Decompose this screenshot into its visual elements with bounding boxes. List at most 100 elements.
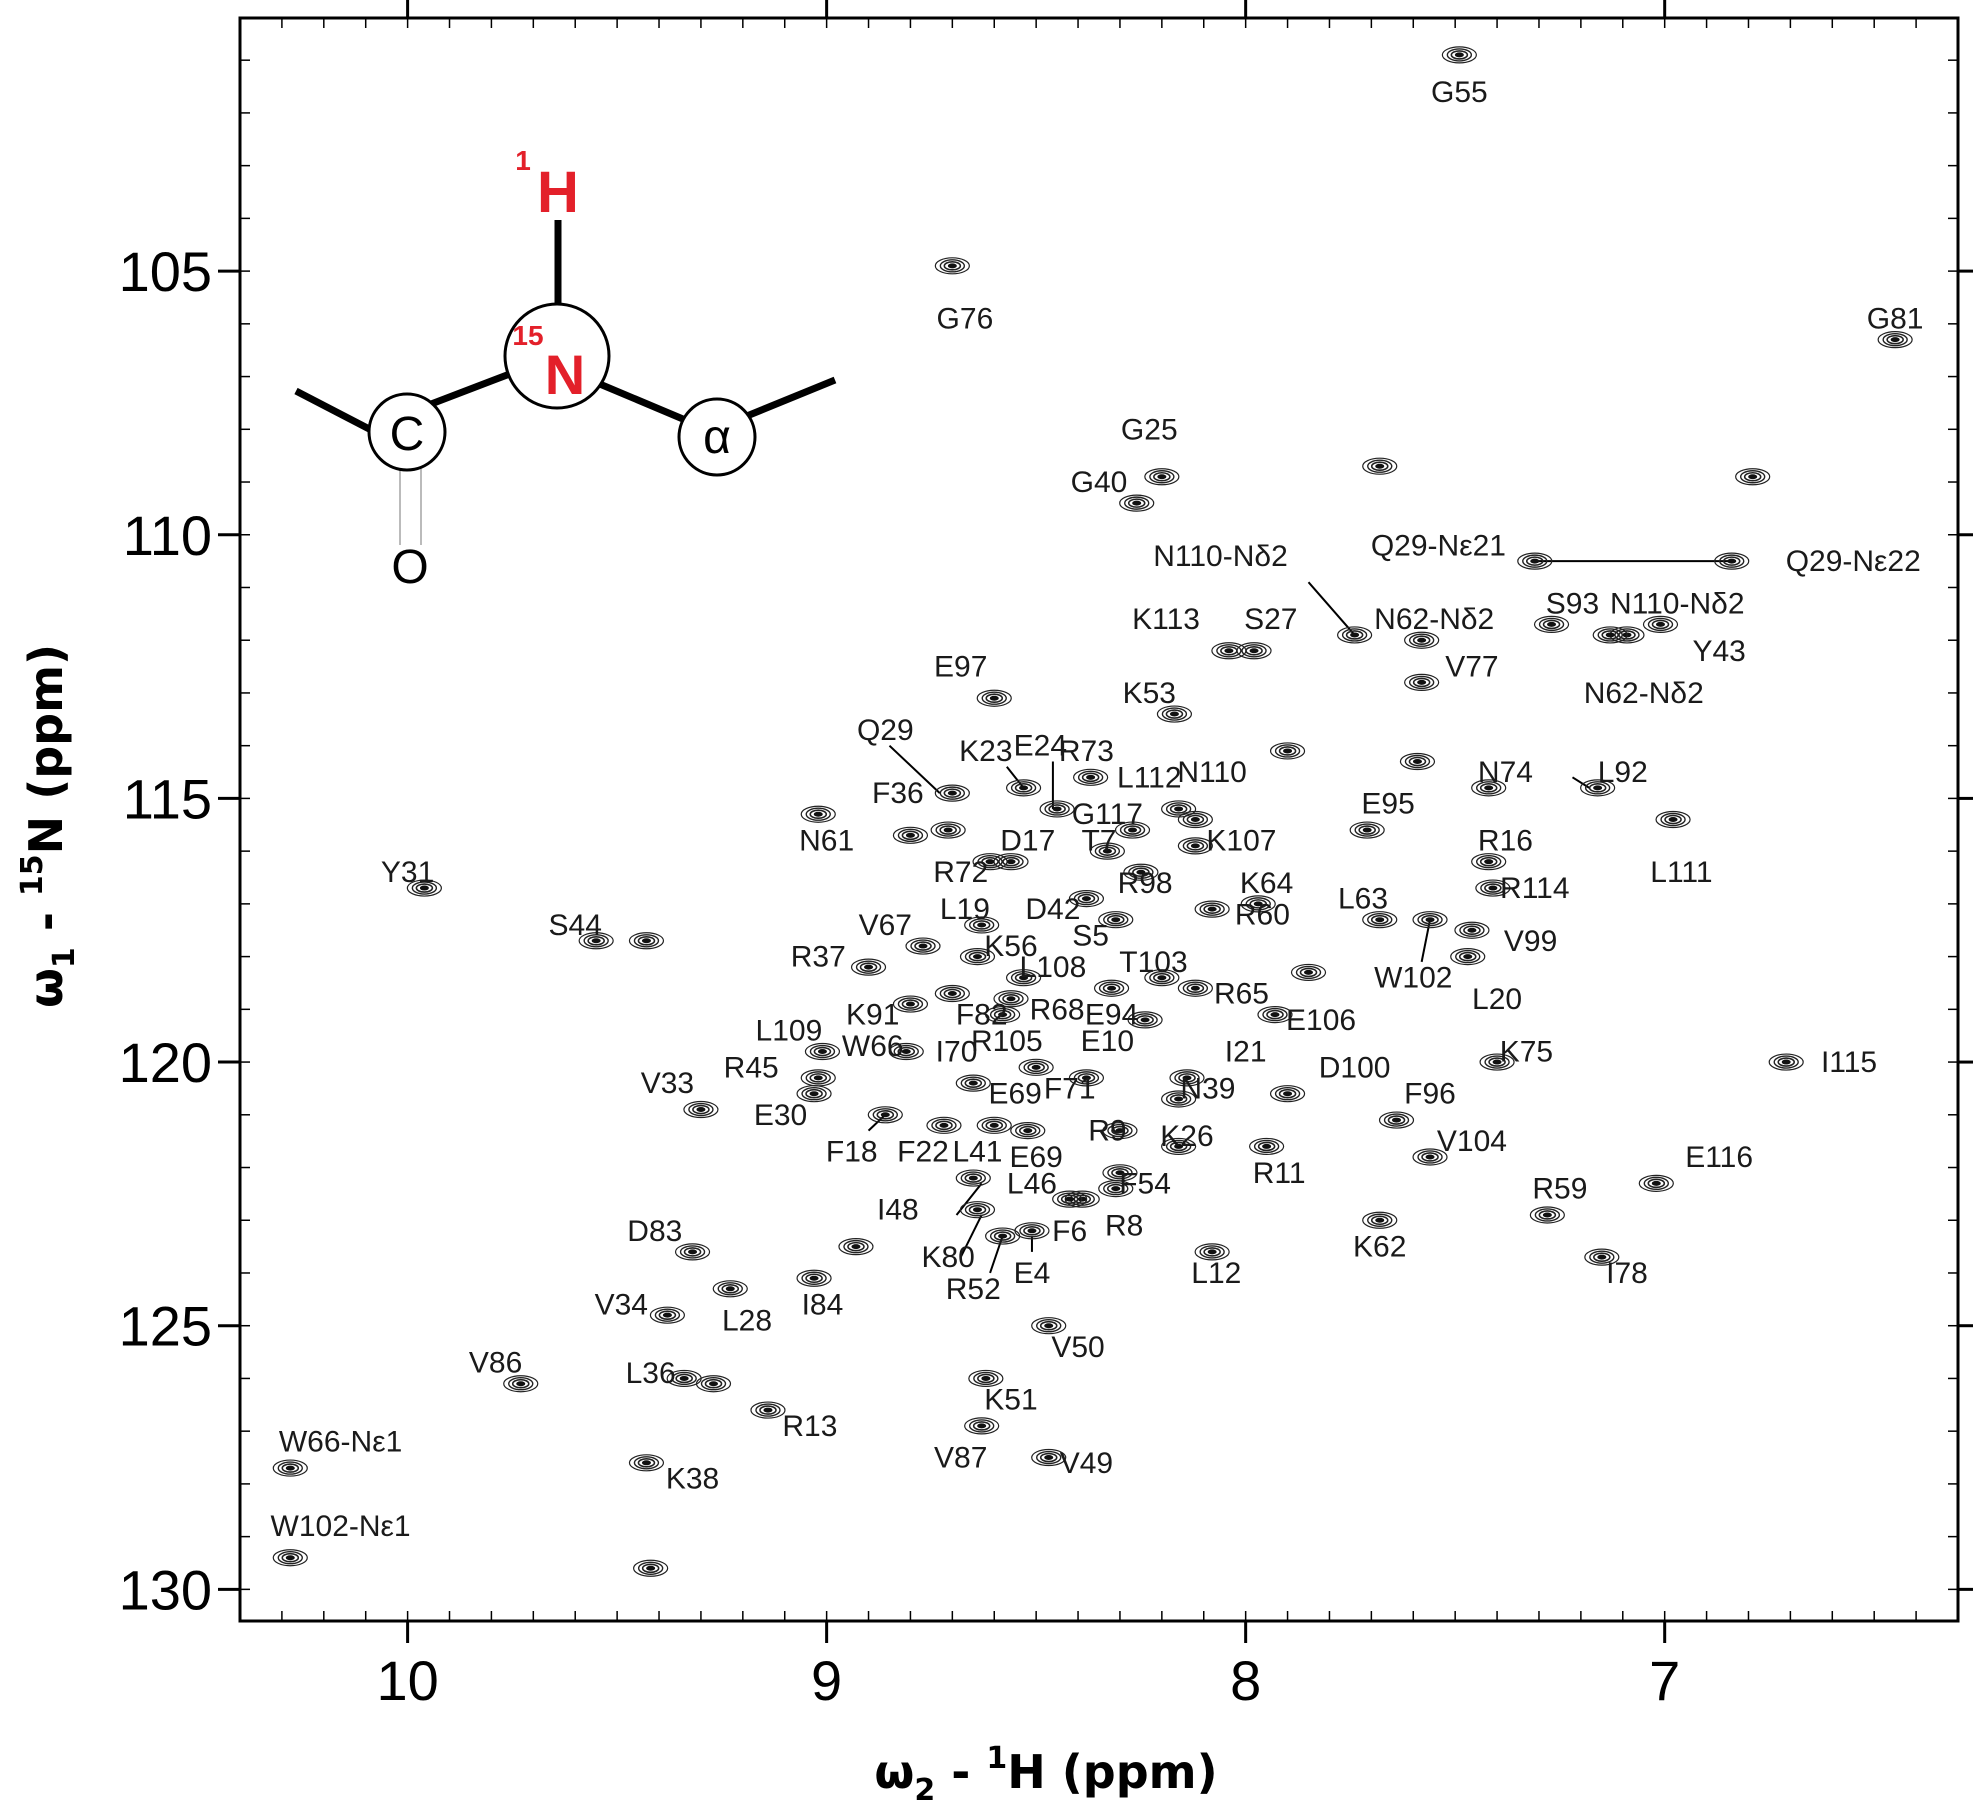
peak-contour-ring <box>813 1046 832 1057</box>
peak-center <box>1207 1249 1217 1255</box>
peak-contour-ring <box>914 941 932 951</box>
peak-contour-ring <box>1169 804 1188 814</box>
peak-label: I21 <box>1225 1036 1267 1069</box>
peak-center <box>1781 1059 1791 1065</box>
peak-label: K91 <box>846 999 899 1032</box>
nitrogen-mass-label: 15 <box>512 320 543 351</box>
peak-contour-ring <box>1660 812 1686 827</box>
peak-contour-ring <box>935 1120 953 1131</box>
peak-contour-ring <box>1241 644 1267 658</box>
peak-center <box>809 1091 819 1097</box>
peak-contour-ring <box>989 1229 1016 1243</box>
peak-contour-ring <box>1580 779 1616 797</box>
peak-label: N62-Nδ2 <box>1584 677 1704 710</box>
carbon-atom <box>367 392 447 472</box>
peak-contour-ring <box>658 1310 677 1320</box>
peak-contour-ring <box>931 1118 957 1133</box>
peak-contour-ring <box>755 1403 781 1417</box>
peak-contour-ring <box>1412 677 1431 688</box>
peak-label: R16 <box>1478 825 1533 858</box>
peak-contour-ring <box>277 1551 303 1565</box>
peak-contour <box>1529 1206 1565 1224</box>
peak-label: F82 <box>956 999 1008 1032</box>
peak-contour-ring <box>1886 334 1904 345</box>
x-axis-title-sub: 2 <box>914 1773 935 1804</box>
peak-contour-ring <box>976 689 1012 707</box>
peak-contour-ring <box>633 1559 669 1577</box>
peak-contour-ring <box>1165 709 1184 719</box>
alpha-label: α <box>703 411 731 464</box>
peak-contour <box>1102 1122 1138 1140</box>
peak-label: K107 <box>1206 825 1276 858</box>
bond-n-alpha <box>593 378 692 426</box>
peak-contour-ring <box>964 1078 983 1088</box>
peak-center <box>947 790 957 796</box>
peak-contour-ring <box>1387 1115 1406 1125</box>
peak-contour-ring <box>1647 1178 1666 1189</box>
peak-contour <box>1479 1053 1515 1071</box>
peak-center <box>1350 632 1360 638</box>
peak-contour-ring <box>1002 856 1020 867</box>
y-tick-label: 110 <box>123 504 212 567</box>
peak-center <box>1111 1186 1121 1192</box>
peak-contour-ring <box>628 1454 665 1472</box>
peak-contour <box>892 995 929 1013</box>
peak-contour-ring <box>897 828 924 843</box>
peak-contour-ring <box>964 1417 1000 1435</box>
peak-label: V34 <box>595 1289 648 1322</box>
peak-contour <box>1378 1111 1415 1129</box>
peak-contour-ring <box>1149 970 1175 985</box>
peak-contour-ring <box>1236 642 1272 660</box>
peak-contour <box>1068 889 1105 908</box>
peak-contour-ring <box>985 1120 1004 1131</box>
hydrogen-mass-label: 1 <box>515 145 531 176</box>
peak-center <box>851 1244 861 1250</box>
peak-contour-ring <box>1114 821 1151 839</box>
x-axis-title-sup: 1 <box>986 1741 1007 1776</box>
peak-contour-ring <box>1165 1139 1192 1154</box>
peak-contour-ring <box>1404 631 1440 649</box>
peak-contour <box>972 853 1008 871</box>
peak-center <box>1182 1075 1192 1081</box>
peak-label: R45 <box>724 1051 779 1084</box>
peak-contour-ring <box>809 1073 828 1083</box>
peak-contour-ring <box>800 805 836 823</box>
peak-contour-ring <box>893 1044 919 1059</box>
peak-label: R65 <box>1214 978 1269 1011</box>
peak-contour-ring <box>759 1405 777 1415</box>
peak-contour <box>1031 1317 1067 1335</box>
peak-contour-ring <box>281 1463 300 1473</box>
peak-contour <box>1052 1190 1088 1208</box>
peak-contour <box>1144 468 1180 486</box>
peak-center <box>1392 1117 1402 1123</box>
peak-contour <box>959 947 996 966</box>
y-axis-title-mid: - <box>19 896 73 947</box>
peak-center <box>1467 927 1477 933</box>
peak-label: G40 <box>1071 466 1128 499</box>
peak-contour-ring <box>1471 853 1507 871</box>
peak-contour <box>1073 768 1109 786</box>
peak-contour-ring <box>1068 889 1105 908</box>
peak-contour-ring <box>1014 1222 1050 1240</box>
peak-contour-ring <box>1119 823 1146 837</box>
peak-label: R114 <box>1500 872 1570 905</box>
peak-contour <box>1337 626 1373 644</box>
peak-contour-ring <box>1165 802 1192 816</box>
x-tick-labels: 10 9 8 7 <box>376 1649 1680 1712</box>
peak-contour <box>1399 752 1436 771</box>
peak-center <box>1006 859 1016 865</box>
peak-contour <box>406 879 442 897</box>
peak-label: G117 <box>1072 798 1143 831</box>
peak-contour <box>1584 1248 1620 1266</box>
peak-contour-ring <box>1777 1057 1795 1067</box>
peak-contour-ring <box>654 1308 681 1322</box>
peak-label: I115 <box>1821 1046 1877 1079</box>
peak-center <box>1207 906 1217 912</box>
peak-contour <box>905 937 941 955</box>
peak-contour-ring <box>1194 900 1230 918</box>
peak-contour-ring <box>998 854 1024 869</box>
peak-center <box>646 1565 656 1571</box>
peak-label: R9 <box>1088 1115 1126 1148</box>
peak-contour-ring <box>1102 1122 1138 1140</box>
peak-center <box>1375 463 1385 469</box>
